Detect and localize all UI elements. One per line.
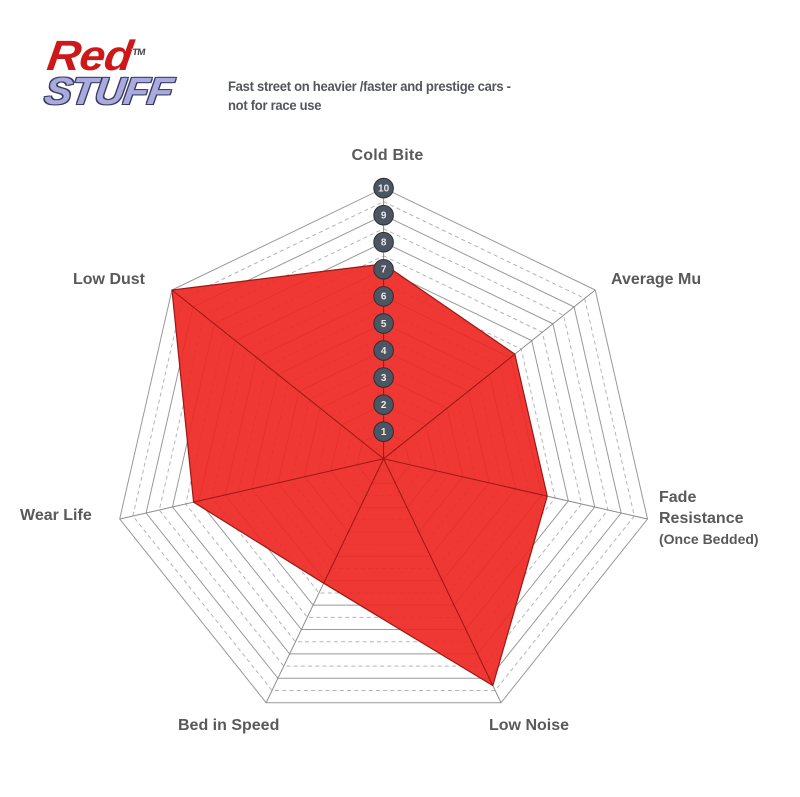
svg-text:6: 6 <box>381 292 387 303</box>
svg-text:7: 7 <box>381 265 387 276</box>
svg-text:10: 10 <box>378 183 390 194</box>
svg-text:1: 1 <box>381 427 387 438</box>
svg-text:2: 2 <box>381 400 387 411</box>
svg-text:4: 4 <box>381 346 387 357</box>
svg-text:9: 9 <box>381 211 387 222</box>
svg-text:5: 5 <box>381 319 387 330</box>
svg-text:3: 3 <box>381 373 387 384</box>
svg-text:8: 8 <box>381 238 387 249</box>
